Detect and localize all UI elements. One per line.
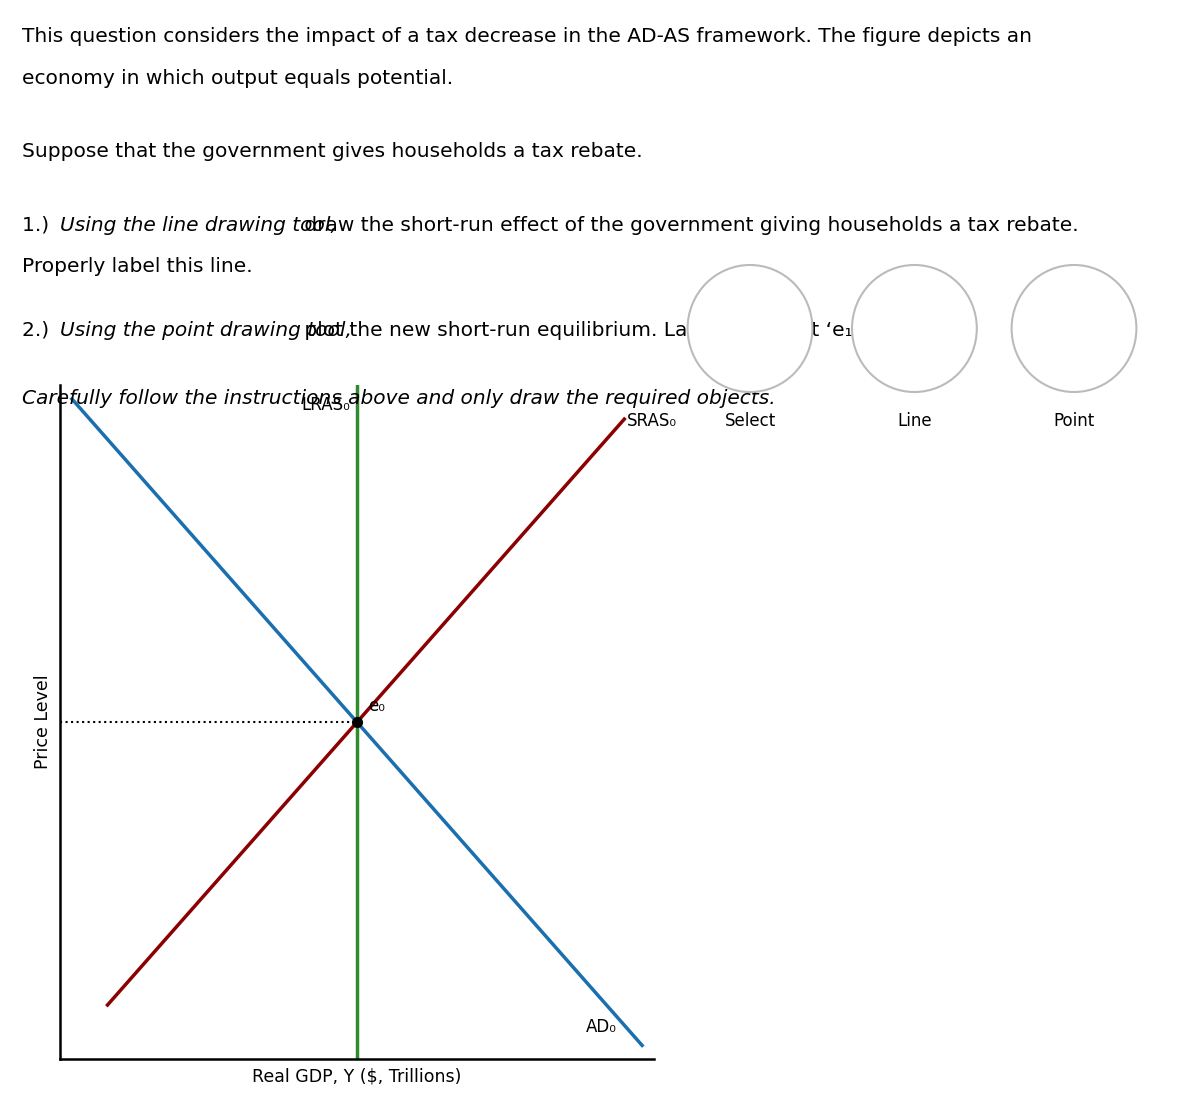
Text: Carefully follow the instructions above and only draw the required objects.: Carefully follow the instructions above … xyxy=(22,389,775,407)
Text: Line: Line xyxy=(898,412,931,429)
Text: Using the line drawing tool,: Using the line drawing tool, xyxy=(60,216,337,234)
Text: 1.): 1.) xyxy=(22,216,55,234)
Text: LRAS₀: LRAS₀ xyxy=(301,395,350,414)
Y-axis label: Price Level: Price Level xyxy=(34,675,52,770)
Text: SRAS₀: SRAS₀ xyxy=(628,413,677,430)
Text: AD₀: AD₀ xyxy=(586,1018,617,1037)
Text: Properly label this line.: Properly label this line. xyxy=(22,257,252,276)
Text: draw the short-run effect of the government giving households a tax rebate.: draw the short-run effect of the governm… xyxy=(298,216,1079,234)
Text: Suppose that the government gives households a tax rebate.: Suppose that the government gives househ… xyxy=(22,142,642,161)
Text: plot the new short-run equilibrium. Label this point ‘e₁’.: plot the new short-run equilibrium. Labe… xyxy=(298,321,865,339)
Text: This question considers the impact of a tax decrease in the AD-AS framework. The: This question considers the impact of a … xyxy=(22,27,1032,46)
Text: 2.): 2.) xyxy=(22,321,55,339)
Text: economy in which output equals potential.: economy in which output equals potential… xyxy=(22,69,452,88)
Text: e₀: e₀ xyxy=(367,698,385,715)
Text: Select: Select xyxy=(725,412,775,429)
X-axis label: Real GDP, Y ($, Trillions): Real GDP, Y ($, Trillions) xyxy=(252,1068,462,1085)
Text: Using the point drawing tool,: Using the point drawing tool, xyxy=(60,321,352,339)
Text: Point: Point xyxy=(1054,412,1094,429)
